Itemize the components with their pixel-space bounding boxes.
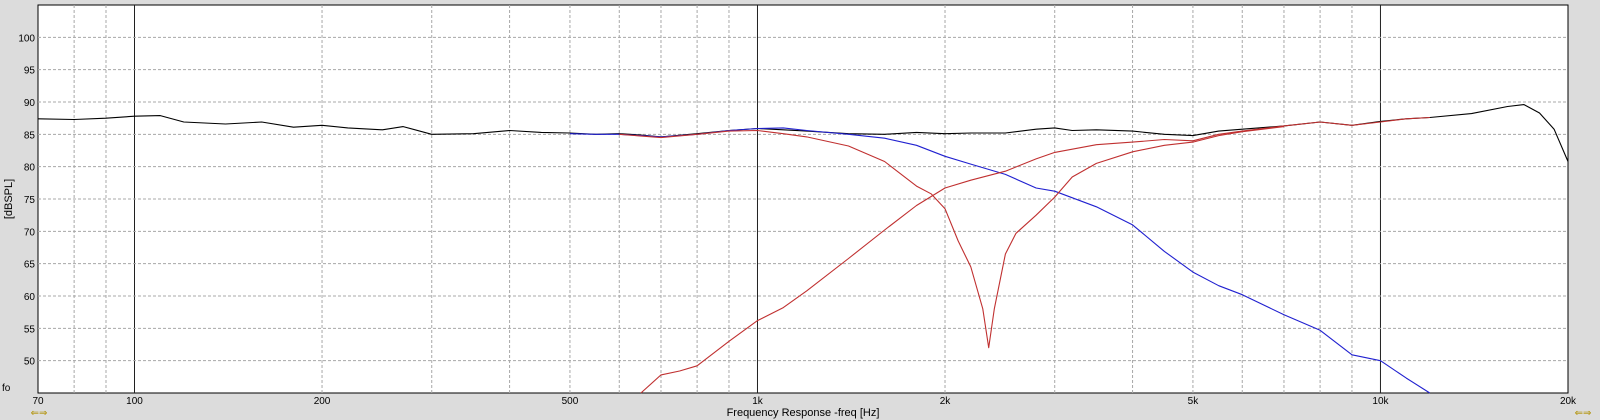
y-tick-label: 65 <box>24 260 36 271</box>
scroll-right-arrows-icon[interactable]: ⇐⇒ <box>1574 408 1592 419</box>
y-tick-label: 85 <box>24 130 36 141</box>
y-tick-label: 90 <box>24 98 36 109</box>
y-tick-label: 50 <box>24 357 36 368</box>
y-tick-label: 80 <box>24 163 36 174</box>
grid-lines <box>38 5 1568 393</box>
x-axis-title: Frequency Response -freq [Hz] <box>727 407 880 419</box>
y-tick-label: 55 <box>24 324 36 335</box>
x-tick-label: 100 <box>126 396 143 407</box>
series-lines <box>37 104 1569 394</box>
series-line-3 <box>640 116 1430 394</box>
y-tick-label: 60 <box>24 292 36 303</box>
scroll-left-arrows-icon[interactable]: ⇐⇒ <box>30 408 48 419</box>
y-tick-label: 100 <box>18 33 35 44</box>
y-tick-label: fo <box>2 383 11 394</box>
x-tick-label: 70 <box>32 396 44 407</box>
x-tick-label: 1k <box>752 396 764 407</box>
y-tick-labels: fo 50 55 60 65 70 75 80 85 90 95 100 <box>2 33 35 394</box>
x-tick-label: 5k <box>1188 396 1200 407</box>
x-tick-label: 10k <box>1372 396 1389 407</box>
y-axis-title: [dBSPL] <box>3 179 15 219</box>
series-line-4 <box>619 126 1285 349</box>
y-tick-label: 75 <box>24 195 36 206</box>
x-tick-label: 2k <box>940 396 952 407</box>
y-tick-label: 95 <box>24 66 36 77</box>
x-tick-label: 20k <box>1560 396 1577 407</box>
x-tick-label: 500 <box>562 396 579 407</box>
x-tick-label: 200 <box>314 396 331 407</box>
y-tick-label: 70 <box>24 227 36 238</box>
x-tick-labels: 70 100 200 500 1k 2k 5k 10k 20k <box>32 396 1577 407</box>
